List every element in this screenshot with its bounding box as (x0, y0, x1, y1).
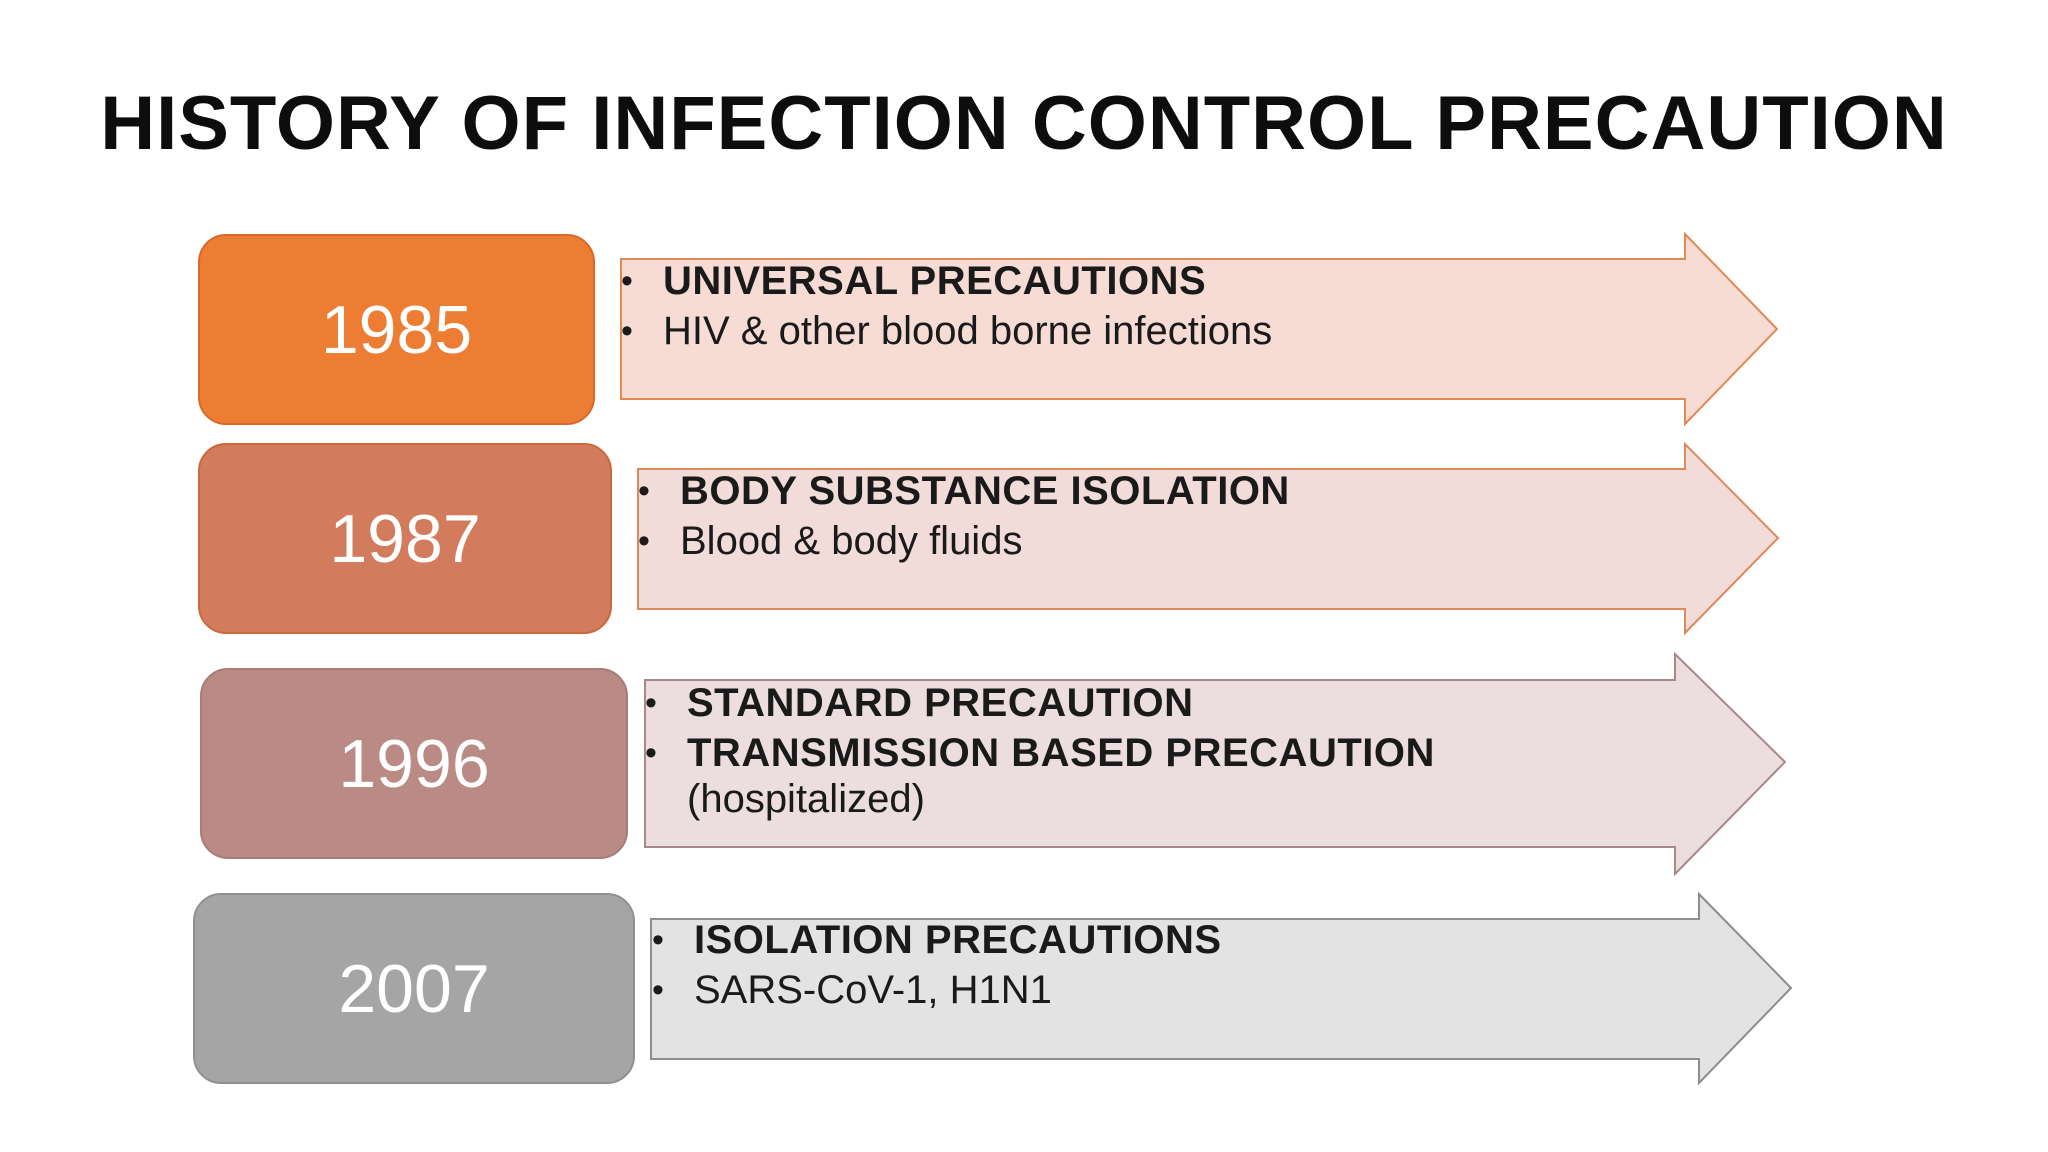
bullet-text: TRANSMISSION BASED PRECAUTION (687, 731, 1435, 775)
bullet-icon: • (638, 522, 650, 560)
year-label: 1985 (320, 291, 473, 368)
year-label: 1987 (329, 500, 481, 577)
slide-title: HISTORY OF INFECTION CONTROL PRECAUTION (100, 81, 1948, 166)
bullet-text: SARS-CoV-1, H1N1 (694, 968, 1052, 1012)
arrow-content-1987: • BODY SUBSTANCE ISOLATION • Blood & body f… (638, 466, 1290, 566)
timeline-arrow-2007 (650, 891, 1793, 1086)
timeline-arrow-1996 (644, 651, 1787, 877)
bullet-text: BODY SUBSTANCE ISOLATION (680, 469, 1290, 513)
bullet-item: • BODY SUBSTANCE ISOLATION (638, 466, 1290, 516)
bullet-text: ISOLATION PRECAUTIONS (694, 918, 1222, 962)
bullet-text: HIV & other blood borne infections (663, 309, 1273, 353)
arrow-content-1985: • UNIVERSAL PRECAUTIONS • HIV & other blood… (621, 256, 1272, 356)
bullet-icon: • (645, 734, 657, 772)
bullet-icon: • (638, 472, 650, 510)
bullet-icon: • (652, 921, 664, 959)
bullet-icon: • (621, 312, 633, 350)
bullet-item: • SARS-CoV-1, H1N1 (652, 965, 1222, 1015)
timeline-arrow-1985 (620, 231, 1779, 427)
bullet-text: Blood & body fluids (680, 519, 1023, 563)
bullet-item: • TRANSMISSION BASED PRECAUTION (645, 728, 1435, 778)
year-box-2007: 2007 (193, 893, 635, 1084)
year-box-1996: 1996 (200, 668, 628, 859)
bullet-icon: • (652, 971, 664, 1009)
bullet-item: • Blood & body fluids (638, 516, 1290, 566)
bullet-item: • UNIVERSAL PRECAUTIONS (621, 256, 1272, 306)
bullet-icon: • (645, 684, 657, 722)
bullet-item: • HIV & other blood borne infections (621, 306, 1272, 356)
arrow-content-1996: • STANDARD PRECAUTION • TRANSMISSION BASED … (645, 678, 1435, 824)
timeline-arrow-1987 (637, 441, 1780, 636)
year-box-1985: 1985 (198, 234, 595, 425)
bullet-icon: • (621, 262, 633, 300)
bullet-continuation: (hospitalized) (687, 777, 925, 821)
year-label: 2007 (338, 950, 490, 1027)
bullet-text: UNIVERSAL PRECAUTIONS (663, 259, 1207, 303)
arrow-content-2007: • ISOLATION PRECAUTIONS • SARS-CoV-1, H1N1 (652, 915, 1222, 1015)
bullet-text: STANDARD PRECAUTION (687, 681, 1194, 725)
year-box-1987: 1987 (198, 443, 612, 634)
bullet-item: • ISOLATION PRECAUTIONS (652, 915, 1222, 965)
bullet-item: • STANDARD PRECAUTION (645, 678, 1435, 728)
year-label: 1996 (338, 725, 490, 802)
